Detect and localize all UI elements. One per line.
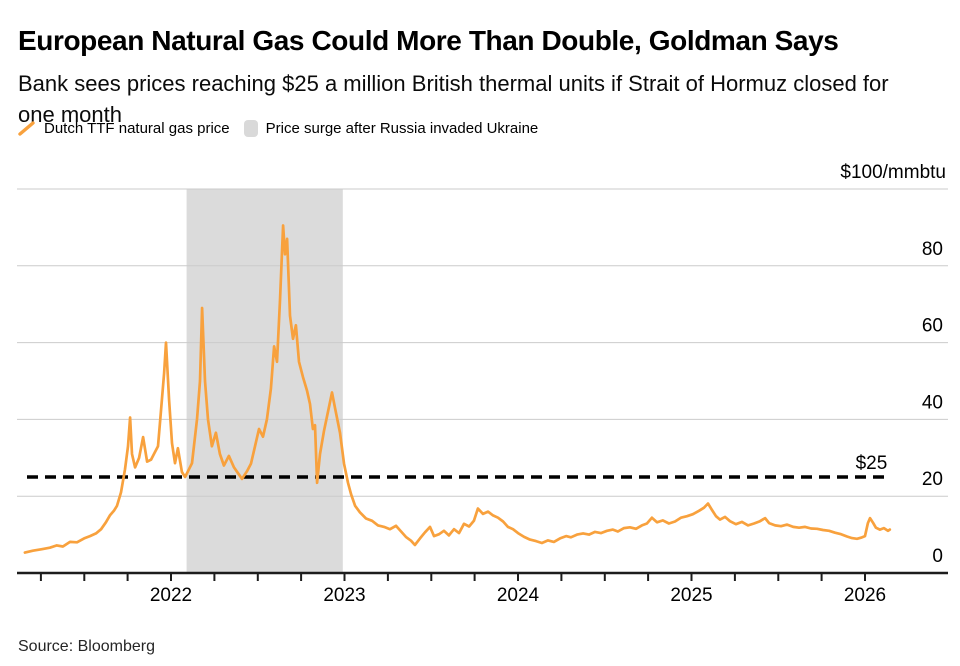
y-tick-label-20: 20 <box>922 469 943 490</box>
shaded-region-band <box>186 189 343 573</box>
x-tick-label-2024: 2024 <box>497 585 540 606</box>
legend-item-price-surge-band: Price surge after Russia invaded Ukraine <box>243 120 539 137</box>
x-tick-label-2025: 2025 <box>670 585 712 606</box>
price-line-chart: 0 20 40 60 80 2022 2023 2024 2025 2026 $25 <box>17 188 948 606</box>
x-tick-label-2023: 2023 <box>323 585 365 606</box>
reference-line-label: $25 <box>856 453 888 474</box>
legend-label-ttf-price: Dutch TTF natural gas price <box>44 120 230 137</box>
band-swatch-icon <box>243 120 258 137</box>
line-series-swatch-icon <box>18 120 35 136</box>
source-label: Source: Bloomberg <box>18 638 155 655</box>
y-axis-unit-label: $100/mmbtu <box>840 162 946 183</box>
y-tick-label-60: 60 <box>922 316 943 337</box>
legend-label-price-surge: Price surge after Russia invaded Ukraine <box>265 120 539 137</box>
chart-title: European Natural Gas Could More Than Dou… <box>18 24 839 56</box>
legend-item-ttf-price: Dutch TTF natural gas price <box>18 120 230 137</box>
y-tick-label-0: 0 <box>932 546 943 567</box>
x-tick-label-2026: 2026 <box>844 585 886 606</box>
chart-legend: Dutch TTF natural gas price Price surge … <box>18 120 538 137</box>
y-tick-label-40: 40 <box>922 392 943 413</box>
y-tick-label-80: 80 <box>922 239 943 260</box>
x-tick-label-2022: 2022 <box>150 585 192 606</box>
chart-subtitle: Bank sees prices reaching $25 a million … <box>18 71 889 127</box>
series-line-0 <box>23 224 892 554</box>
